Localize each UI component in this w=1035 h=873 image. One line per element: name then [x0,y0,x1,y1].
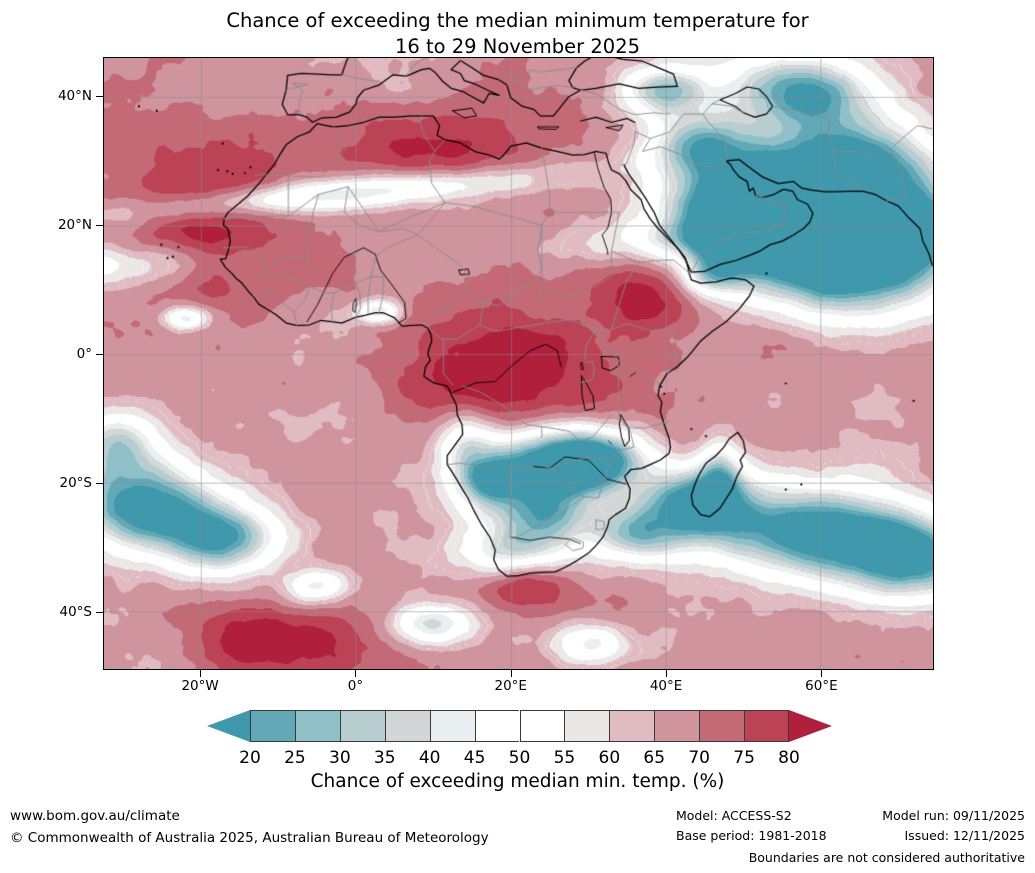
colorbar-tick-label: 20 [239,748,261,768]
y-axis-tick-label: 20°S [59,474,93,491]
colorbar-tick-label: 40 [418,748,441,768]
base-period: Base period: 1981-2018 [676,828,827,844]
y-axis-tick-label: 0° [76,345,92,362]
colorbar-segment [339,710,385,742]
footer: www.bom.gov.au/climate © Commonwealth of… [0,806,1035,873]
y-axis-tick-mark [96,224,103,226]
x-axis-tick-mark [821,670,823,677]
y-axis-tick-mark [96,611,103,613]
colorbar-segment [609,710,655,742]
map-plot-area[interactable] [103,57,934,670]
x-axis-tick-label: 20°E [494,678,527,694]
colorbar-segment [384,710,430,742]
y-axis-tick-label: 40°N [57,87,92,104]
chart-title: Chance of exceeding the median minimum t… [0,8,1035,59]
y-axis-tick-mark [96,95,103,97]
x-axis-tick-label: 60°E [805,678,838,694]
colorbar-segment [474,710,520,742]
issued-date: Issued: 12/11/2025 [904,828,1026,844]
bom-website-link[interactable]: www.bom.gov.au/climate [10,808,180,824]
x-axis-tick-mark [666,670,668,677]
colorbar-tick-label: 35 [373,748,396,768]
colorbar-under-arrow [207,710,250,742]
colorbar-segment [250,710,295,742]
y-axis-tick-label: 40°S [59,603,93,620]
colorbar-tick-label: 45 [463,748,486,768]
colorbar-tick-label: 65 [643,748,666,768]
copyright-text: © Commonwealth of Australia 2025, Austra… [10,829,489,846]
colorbar-segment [744,710,789,742]
chart-title-line2: 16 to 29 November 2025 [394,34,641,58]
x-axis-tick-label: 20°W [181,678,219,694]
colorbar-tick-label: 70 [688,748,710,768]
colorbar-segment [654,710,700,742]
y-axis-tick-mark [96,353,103,355]
model-name: Model: ACCESS-S2 [676,808,792,823]
footer-run-info: Model run: 09/11/2025 Issued: 12/11/2025 [882,806,1025,847]
colorbar-gradient [207,710,832,742]
x-axis-tick-label: 40°E [649,678,683,694]
colorbar-tick-label: 60 [598,748,621,768]
footer-model-info: Model: ACCESS-S2 Base period: 1981-2018 [676,806,827,847]
colorbar-segment [699,710,745,742]
colorbar[interactable]: Chance of exceeding median min. temp. (%… [0,703,1035,798]
colorbar-segment [429,710,475,742]
x-axis-tick-mark [200,670,202,677]
colorbar-tick-label: 55 [553,748,576,768]
x-axis-tick-mark [355,670,357,677]
x-axis-tick-label: 0° [347,678,364,694]
colorbar-over-arrow [789,710,832,742]
x-axis-tick-mark [510,670,512,677]
chart-title-line1: Chance of exceeding the median minimum t… [226,9,809,32]
boundaries-disclaimer: Boundaries are not considered authoritat… [748,850,1025,865]
colorbar-segment [519,710,565,742]
colorbar-segment [294,710,340,742]
colorbar-tick-label: 30 [329,748,351,768]
colorbar-tick-label: 75 [733,748,755,768]
colorbar-tick-label: 25 [284,748,306,768]
model-run-date: Model run: 09/11/2025 [882,808,1025,823]
y-axis-tick-label: 20°N [57,216,92,233]
colorbar-segment [564,710,610,742]
colorbar-tick-label: 80 [778,748,800,768]
footer-left: www.bom.gov.au/climate © Commonwealth of… [10,806,489,850]
probability-heatmap-canvas [104,58,933,669]
colorbar-tick-label: 50 [508,748,531,768]
y-axis-tick-mark [96,482,103,484]
colorbar-title: Chance of exceeding median min. temp. (%… [310,771,725,792]
